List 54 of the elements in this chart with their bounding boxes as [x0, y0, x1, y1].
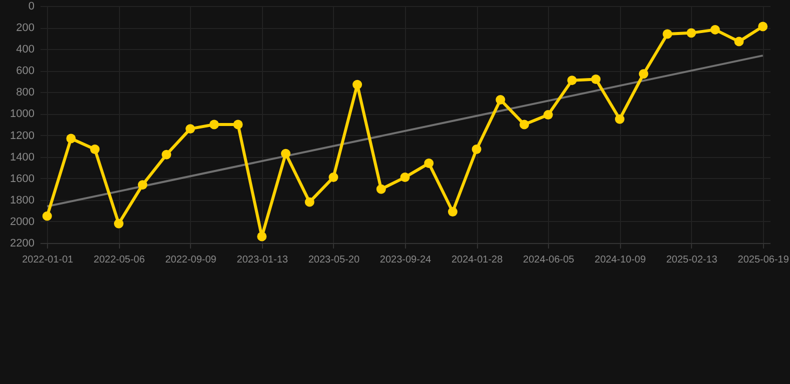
y-tick-label: 600 [16, 65, 34, 78]
point [114, 218, 124, 228]
point [496, 94, 506, 104]
point [424, 158, 434, 168]
point [280, 148, 290, 158]
x-tick-label: 2024-06-05 [523, 254, 575, 266]
y-tick-label: 2200 [10, 238, 34, 250]
y-tick-label: 1000 [10, 108, 34, 120]
point [376, 184, 386, 194]
point [209, 120, 219, 130]
y-tick-label: 2000 [10, 216, 34, 228]
point [543, 110, 553, 120]
y-tick-label: 200 [16, 22, 34, 34]
y-tick-label: 400 [16, 44, 34, 56]
point [591, 74, 601, 84]
x-tick-label: 2023-01-13 [236, 254, 288, 266]
point [162, 150, 172, 160]
point [42, 211, 52, 221]
point [352, 80, 362, 90]
x-tick-label: 2023-05-20 [308, 254, 360, 266]
point [520, 120, 530, 130]
x-tick-label: 2022-05-06 [94, 254, 146, 266]
point [90, 144, 100, 154]
point [233, 120, 243, 130]
point [448, 207, 458, 216]
point [662, 29, 672, 39]
y-tick-label: 800 [16, 86, 34, 99]
point [638, 69, 648, 79]
point [472, 144, 482, 154]
point [304, 197, 314, 207]
point [400, 172, 410, 182]
point [567, 76, 577, 86]
point [614, 114, 624, 124]
x-tick-label: 2024-10-09 [594, 254, 646, 266]
x-tick-label: 2025-02-13 [666, 254, 718, 266]
point [758, 22, 768, 32]
point [186, 124, 196, 134]
point [328, 172, 338, 182]
x-tick-label: 2023-09-24 [380, 254, 432, 266]
point [66, 134, 76, 144]
x-tick-label: 2024-01-28 [451, 254, 504, 266]
y-tick-label: 1600 [10, 172, 34, 185]
point [257, 232, 267, 242]
point [138, 180, 148, 190]
point [686, 28, 696, 38]
x-tick-label: 2022-09-09 [165, 254, 217, 266]
y-tick-label: 1400 [10, 151, 34, 164]
x-tick-label: 2022-01-01 [22, 254, 74, 266]
point [734, 36, 744, 46]
y-tick-label: 0 [28, 0, 34, 12]
x-tick-label: 2025-06-19 [738, 254, 790, 266]
point [710, 24, 720, 34]
y-tick-label: 1200 [10, 130, 34, 142]
y-tick-label: 1800 [10, 194, 34, 206]
